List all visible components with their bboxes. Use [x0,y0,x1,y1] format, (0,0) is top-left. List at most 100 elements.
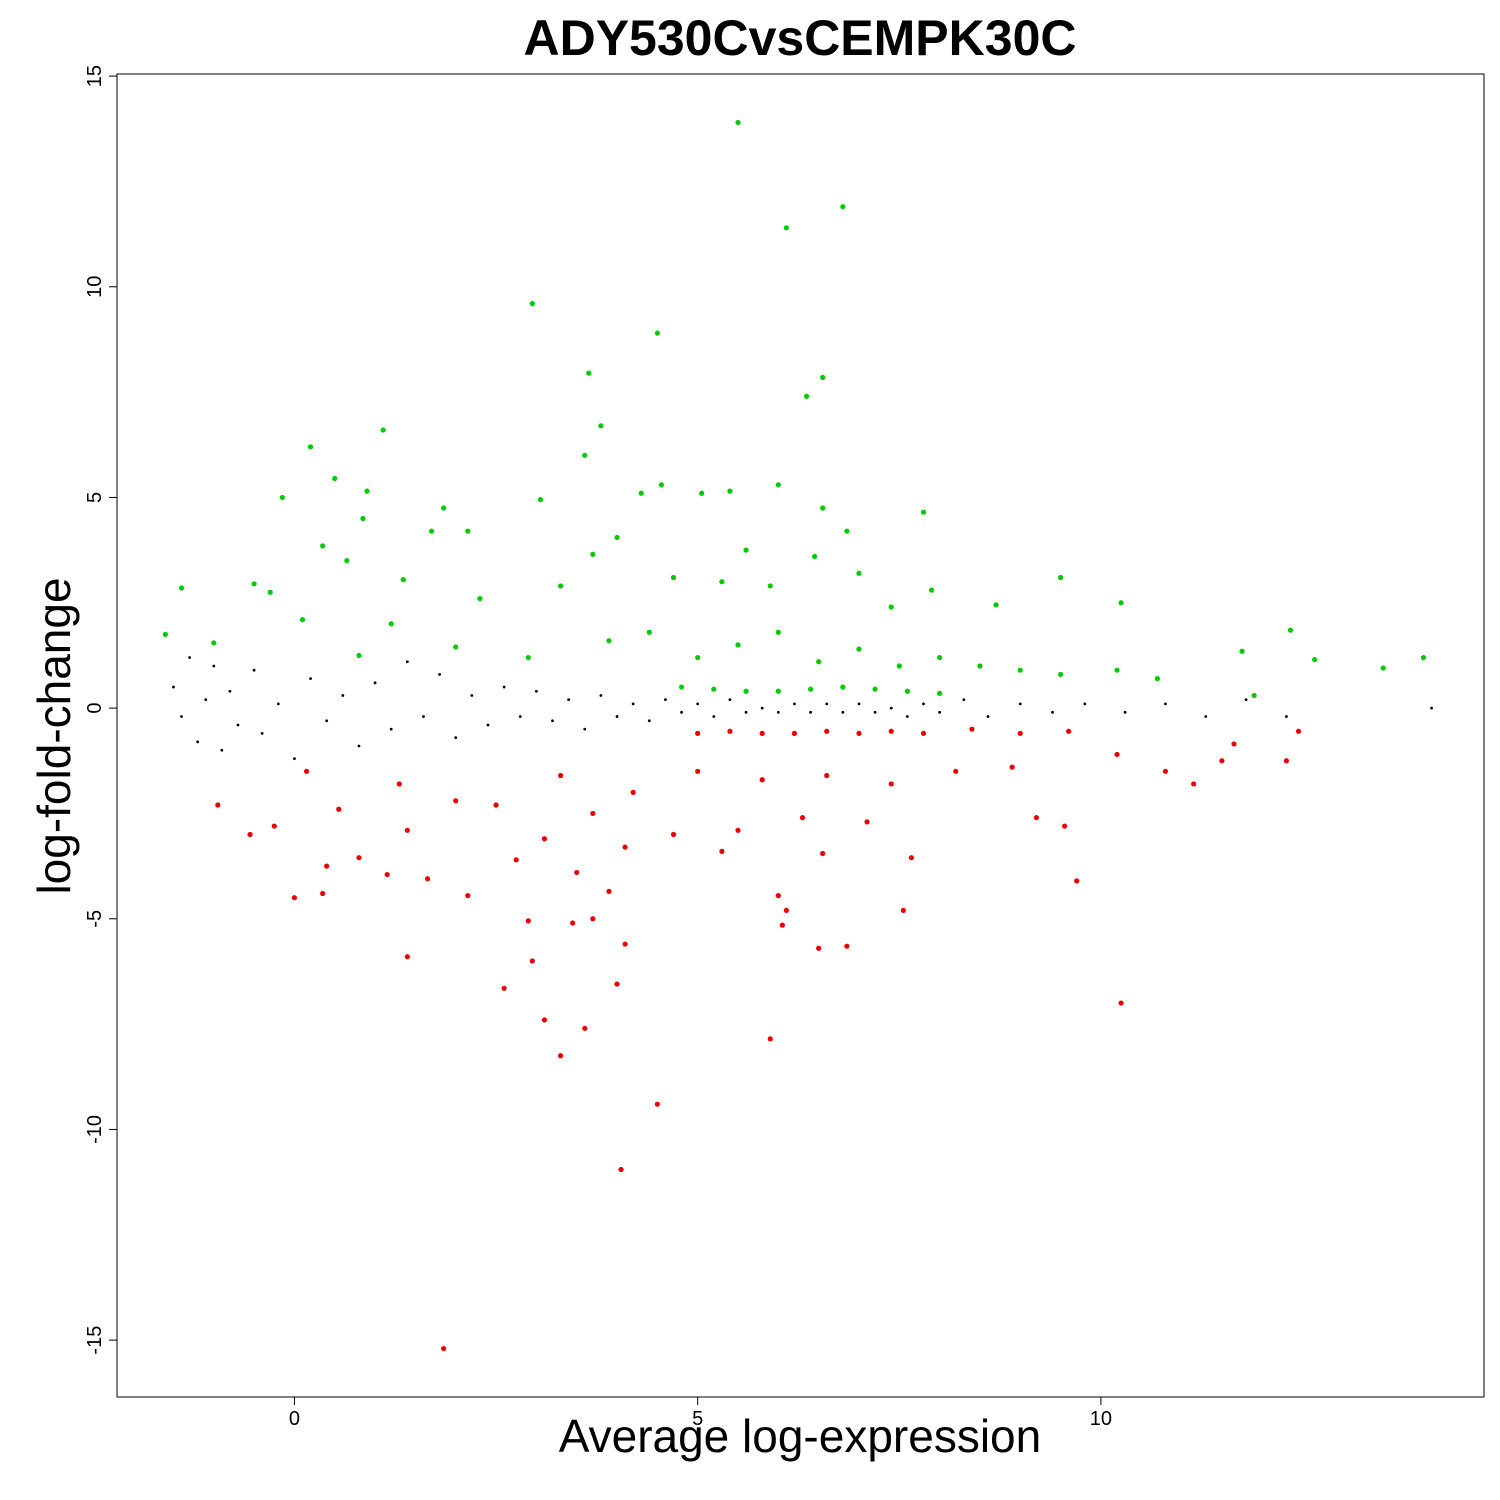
data-point [453,644,459,650]
data-point [453,798,459,804]
y-tick-label: 15 [84,65,106,87]
data-point [938,710,942,714]
data-point [196,740,200,744]
data-point [518,715,522,718]
data-point [454,736,458,740]
data-point [215,802,221,808]
data-point [783,907,789,913]
data-point [889,706,893,710]
data-point [779,922,785,928]
data-point [380,427,386,433]
data-point [767,583,773,589]
data-point [405,660,409,664]
series-1 [162,119,1427,699]
data-point [1051,710,1054,714]
data-point [570,920,576,926]
data-point [309,677,312,681]
data-point [396,781,402,787]
data-point [743,688,749,694]
data-point [529,301,535,307]
data-point [356,855,362,861]
data-point [384,871,390,878]
data-point [486,723,490,727]
data-point [728,698,732,702]
data-point [816,945,822,951]
data-point [630,789,636,795]
data-point [775,482,781,488]
data-point [211,640,217,646]
data-point [1114,751,1120,758]
data-point [928,587,935,593]
data-point [937,654,943,661]
data-point [953,768,959,774]
data-point [220,748,224,752]
data-point [825,702,829,706]
data-point [534,689,538,693]
data-point [1123,710,1127,714]
data-point [557,772,564,779]
y-tick-label: 0 [84,703,106,714]
data-point [743,547,749,553]
data-point [583,727,587,731]
data-point [1066,728,1072,734]
data-point [896,663,902,669]
data-point [840,204,846,210]
data-point [404,827,410,833]
data-point [922,702,925,706]
data-point [872,686,878,692]
data-point [622,941,628,947]
data-point [727,728,733,734]
data-point [332,475,338,482]
data-point [622,844,628,850]
data-point [824,772,830,779]
data-point [279,494,285,501]
data-point [525,918,531,924]
data-point [590,551,596,557]
data-point [557,583,564,589]
y-tick-label: -15 [84,1326,106,1355]
data-point [341,694,345,697]
data-point [905,715,909,718]
data-point [1017,667,1023,673]
x-tick-label: 5 [692,1408,703,1430]
data-point [1114,667,1120,673]
data-point [803,393,810,399]
data-point [236,723,240,727]
data-point [541,836,548,842]
data-point [783,225,789,231]
x-tick-label: 0 [289,1408,300,1430]
data-point [551,719,554,723]
data-point [969,726,975,732]
data-point [373,681,377,685]
data-point [1420,654,1427,661]
data-point [904,688,910,694]
data-point [537,496,544,503]
data-point [470,694,474,697]
data-point [791,730,798,736]
data-point [888,604,894,610]
data-point [586,370,592,376]
data-point [799,815,806,821]
data-point [1204,715,1208,718]
data-point [699,490,705,496]
data-point [388,621,394,627]
data-point [809,710,812,714]
x-axis-title: Average log-expression [559,1410,1041,1462]
y-tick-label: 5 [84,492,106,503]
data-point [324,863,330,869]
data-point [438,673,441,676]
y-tick-label: -10 [84,1115,106,1144]
data-point [807,686,814,692]
data-point [719,848,725,854]
data-point [977,663,983,669]
data-point [291,895,298,901]
series-2 [215,726,1302,1352]
data-point [1118,1000,1124,1006]
data-point [188,656,191,659]
data-point [228,689,232,693]
data-point [178,585,185,591]
data-point [993,602,999,608]
data-point [320,890,326,897]
data-point [646,629,652,635]
